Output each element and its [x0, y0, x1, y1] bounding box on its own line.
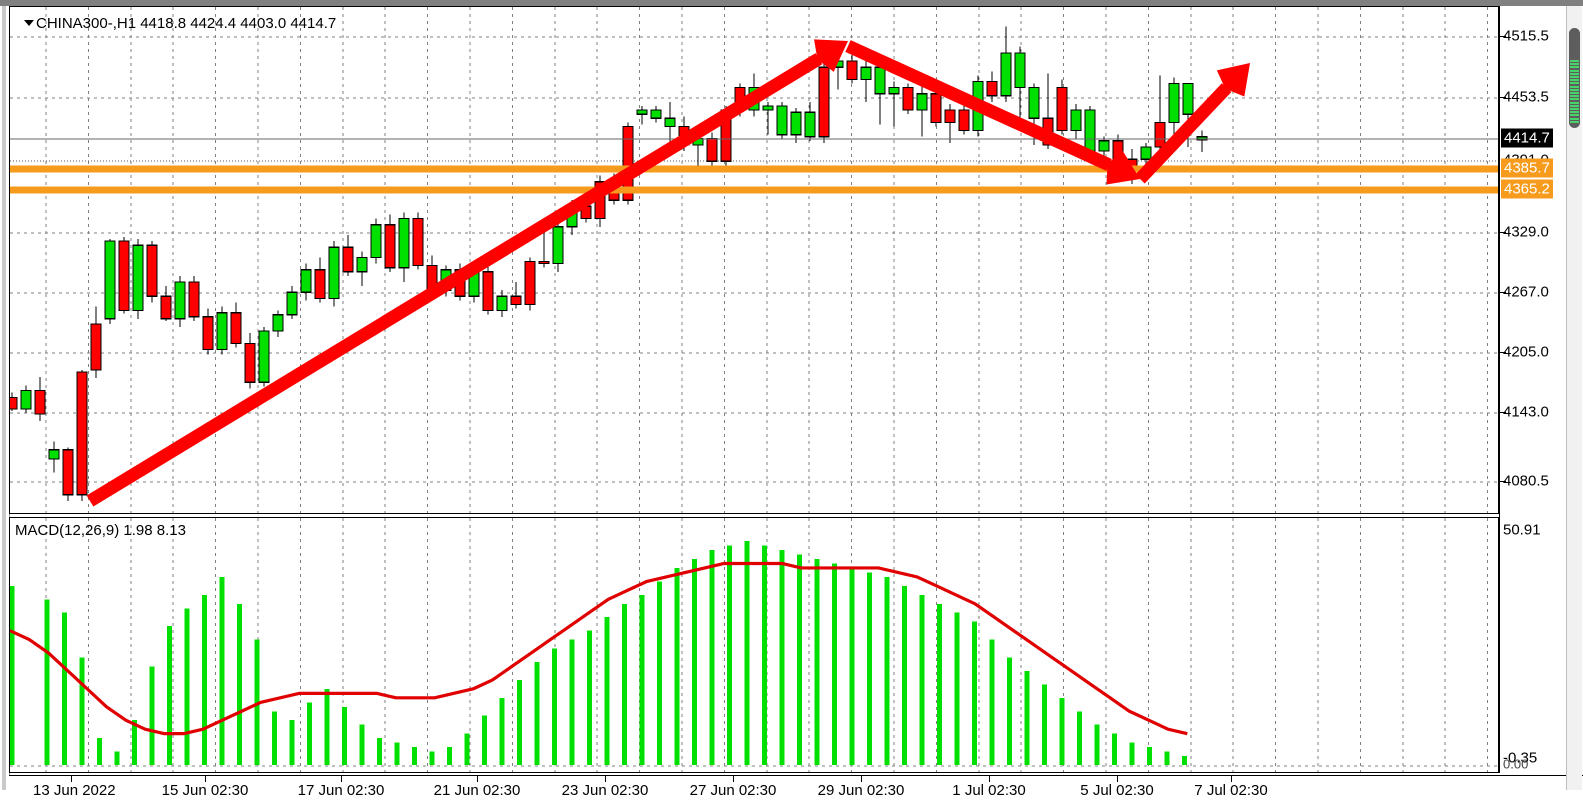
time-tick — [477, 776, 478, 782]
time-tick — [71, 776, 72, 782]
scrollbar-stripe — [1570, 88, 1579, 91]
price-scale-label: 4080.5 — [1503, 472, 1549, 490]
price-scale-label: 4267.0 — [1503, 283, 1549, 301]
time-tick — [205, 776, 206, 782]
time-axis-label: 23 Jun 02:30 — [561, 782, 649, 799]
price-tick — [1500, 292, 1506, 293]
scrollbar-stripe — [1570, 114, 1579, 117]
scrollbar-stripe — [1570, 72, 1579, 75]
time-axis-label: 13 Jun 2022 — [33, 782, 116, 799]
current-price-label: 4414.7 — [1501, 128, 1553, 148]
price-tick — [1500, 36, 1506, 37]
symbol-ohlc-header: CHINA300-,H1 4418.8 4424.4 4403.0 4414.7 — [36, 15, 337, 32]
time-tick — [861, 776, 862, 782]
price-tick — [1500, 352, 1506, 353]
macd-header-label: MACD(12,26,9) 1.98 8.13 — [15, 522, 186, 539]
scrollbar-stripe — [1570, 98, 1579, 101]
price-scale-label: 4329.0 — [1503, 223, 1549, 241]
scrollbar-stripe — [1570, 111, 1579, 114]
scrollbar-stripe — [1570, 69, 1579, 72]
macd-scale-bottom-label: -0.35 — [1503, 749, 1538, 767]
time-tick — [341, 776, 342, 782]
time-axis-label: 1 Jul 02:30 — [952, 782, 1026, 799]
scrollbar-stripe — [1570, 82, 1579, 85]
time-axis-label: 5 Jul 02:30 — [1080, 782, 1154, 799]
price-scale-label: 4143.0 — [1503, 403, 1549, 421]
time-axis-label: 7 Jul 02:30 — [1194, 782, 1268, 799]
scrollbar-stripe — [1570, 76, 1579, 78]
scrollbar-stripe — [1570, 60, 1579, 62]
price-tick — [1500, 412, 1506, 413]
time-tick — [605, 776, 606, 782]
macd-scale[interactable]: 50.91 -0.35 0.00 — [1500, 517, 1564, 773]
left-rail-track[interactable] — [2, 6, 6, 790]
scrollbar-stripe — [1570, 117, 1579, 120]
scrollbar-stripe — [1570, 92, 1579, 94]
time-axis-label: 17 Jun 02:30 — [297, 782, 385, 799]
time-axis-label: 15 Jun 02:30 — [161, 782, 249, 799]
scrollbar-stripe — [1570, 108, 1579, 110]
scrollbar-stripe — [1570, 66, 1579, 69]
time-tick — [733, 776, 734, 782]
price-scale-label: 4515.5 — [1503, 27, 1549, 45]
time-tick — [1231, 776, 1232, 782]
time-axis[interactable]: 13 Jun 2022 15 Jun 02:30 17 Jun 02:30 21 Ju… — [9, 775, 1583, 811]
time-axis-label: 27 Jun 02:30 — [689, 782, 777, 799]
vertical-scrollbar-thumb[interactable] — [1569, 28, 1580, 128]
scrollbar-stripe — [1570, 85, 1579, 88]
window-top-bar — [0, 0, 1583, 6]
price-scale-label: 4205.0 — [1503, 343, 1549, 361]
scrollbar-stripe — [1570, 79, 1579, 82]
price-scale[interactable]: 4515.5 4453.5 4329.0 4267.0 4205.0 4143.0 4080… — [1500, 6, 1564, 514]
time-tick — [989, 776, 990, 782]
price-chart-canvas — [10, 7, 1498, 513]
macd-indicator-pane[interactable]: MACD(12,26,9) 1.98 8.13 — [9, 517, 1499, 773]
price-chart-pane[interactable]: CHINA300-,H1 4418.8 4424.4 4403.0 4414.7 — [9, 6, 1499, 514]
time-tick — [1117, 776, 1118, 782]
scrollbar-stripe — [1570, 120, 1579, 123]
level-price-label[interactable]: 4365.2 — [1501, 179, 1553, 199]
scrollbar-stripe — [1570, 101, 1579, 104]
scrollbar-stripe — [1570, 63, 1579, 66]
time-axis-label: 21 Jun 02:30 — [433, 782, 521, 799]
scale-divider — [1499, 6, 1500, 773]
price-tick — [1500, 481, 1506, 482]
vertical-scrollbar[interactable] — [1566, 6, 1582, 790]
price-tick — [1500, 232, 1506, 233]
price-scale-label: 4453.5 — [1503, 88, 1549, 106]
macd-scale-zero-label: 0.00 — [1503, 756, 1529, 772]
level-price-label[interactable]: 4385.7 — [1501, 158, 1553, 178]
chart-collapse-triangle-icon[interactable] — [24, 20, 34, 26]
time-axis-label: 29 Jun 02:30 — [817, 782, 905, 799]
scrollbar-stripe — [1570, 104, 1579, 107]
scrollbar-stripe — [1570, 95, 1579, 98]
macd-scale-top-label: 50.91 — [1503, 521, 1541, 539]
macd-chart-canvas — [10, 518, 1498, 772]
price-tick — [1500, 97, 1506, 98]
